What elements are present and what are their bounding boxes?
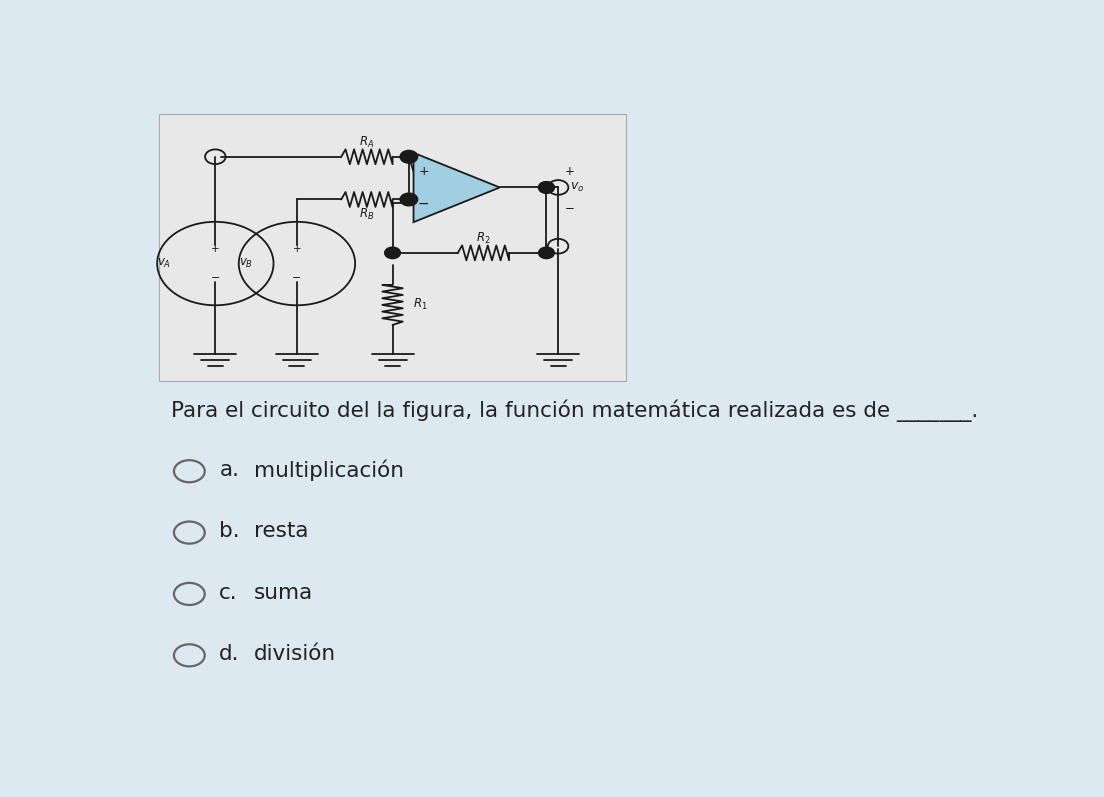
Text: suma: suma xyxy=(254,583,312,603)
Text: +: + xyxy=(565,165,575,178)
Text: $R_1$: $R_1$ xyxy=(413,297,428,312)
Circle shape xyxy=(539,247,554,258)
Text: −: − xyxy=(211,273,220,283)
Text: división: división xyxy=(254,644,336,664)
Text: resta: resta xyxy=(254,521,308,541)
Circle shape xyxy=(385,247,401,258)
Text: multiplicación: multiplicación xyxy=(254,459,403,481)
FancyBboxPatch shape xyxy=(159,114,626,381)
Text: $R_B$: $R_B$ xyxy=(359,206,374,222)
Text: −: − xyxy=(418,197,429,210)
Text: c.: c. xyxy=(220,583,237,603)
Text: +: + xyxy=(211,244,220,254)
Circle shape xyxy=(539,182,554,193)
Text: $v_A$: $v_A$ xyxy=(157,257,171,270)
Text: −: − xyxy=(565,202,575,215)
Text: Para el circuito del la figura, la función matemática realizada es de _______.: Para el circuito del la figura, la funci… xyxy=(170,399,978,422)
Polygon shape xyxy=(414,153,500,222)
Text: +: + xyxy=(293,244,301,254)
Text: −: − xyxy=(293,273,301,283)
Text: a.: a. xyxy=(220,460,240,480)
Text: $R_A$: $R_A$ xyxy=(359,135,374,150)
Text: $R_2$: $R_2$ xyxy=(476,230,491,245)
Text: $v_B$: $v_B$ xyxy=(238,257,253,270)
Circle shape xyxy=(401,194,417,206)
Text: +: + xyxy=(418,165,429,178)
Text: $v_o$: $v_o$ xyxy=(570,181,584,194)
Circle shape xyxy=(401,151,417,163)
Text: d.: d. xyxy=(220,644,240,664)
Circle shape xyxy=(539,182,554,193)
Text: b.: b. xyxy=(220,521,240,541)
